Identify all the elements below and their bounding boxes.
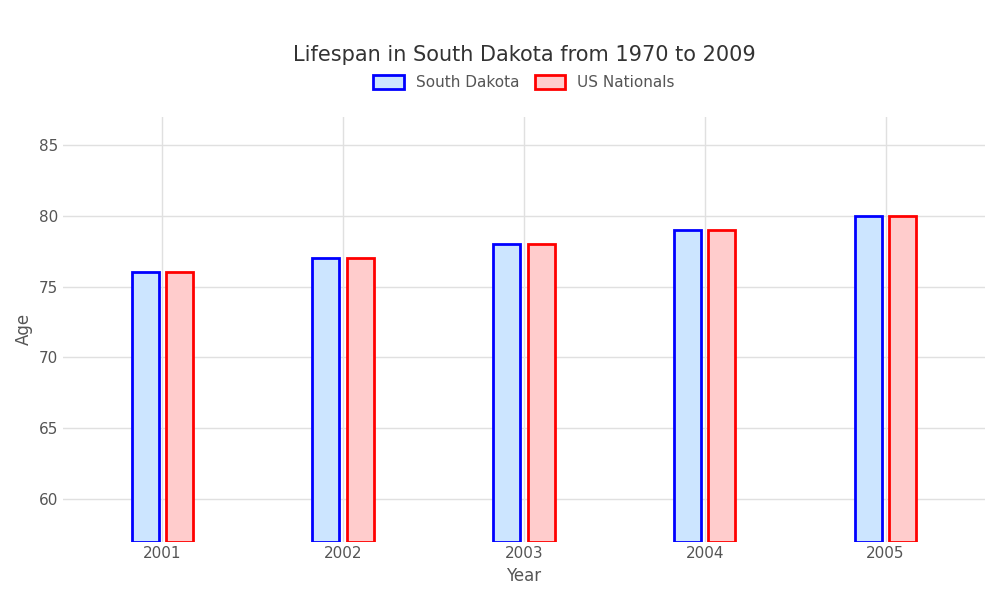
Bar	[312, 258, 339, 542]
Bar	[889, 216, 916, 542]
Bar	[528, 244, 555, 542]
Bar	[493, 244, 520, 542]
Y-axis label: Age: Age	[15, 313, 33, 345]
X-axis label: Year: Year	[506, 567, 541, 585]
Bar	[855, 216, 882, 542]
Bar	[132, 272, 159, 542]
Title: Lifespan in South Dakota from 1970 to 2009: Lifespan in South Dakota from 1970 to 20…	[293, 45, 755, 65]
Legend: South Dakota, US Nationals: South Dakota, US Nationals	[367, 69, 681, 96]
Bar	[347, 258, 374, 542]
Bar	[674, 230, 701, 542]
Bar	[166, 272, 193, 542]
Bar	[708, 230, 735, 542]
